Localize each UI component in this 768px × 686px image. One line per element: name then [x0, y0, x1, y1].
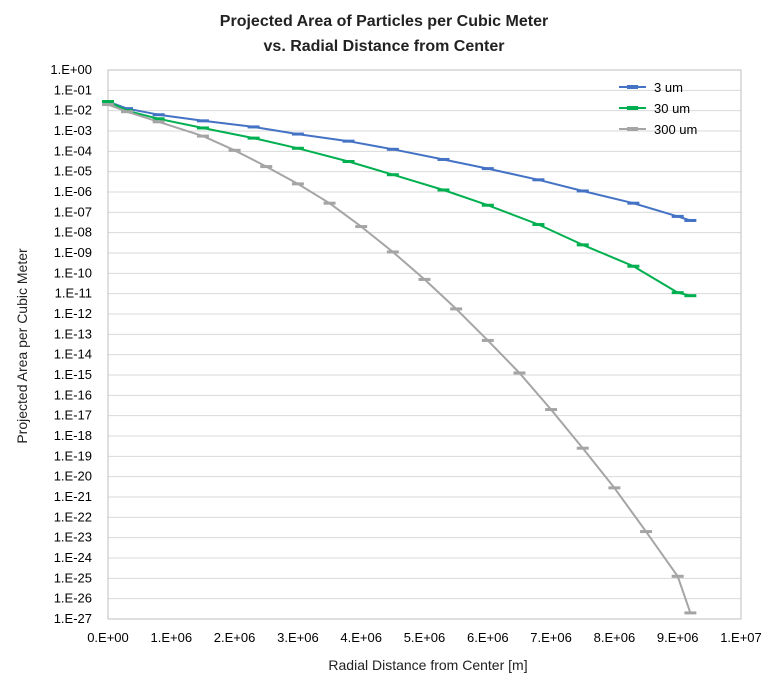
y-tick-label: 1.E-26 — [54, 591, 92, 606]
y-tick-label: 1.E-01 — [54, 82, 92, 97]
y-tick-label: 1.E-12 — [54, 306, 92, 321]
x-tick-label: 3.E+06 — [277, 630, 319, 645]
y-tick-label: 1.E-25 — [54, 570, 92, 585]
y-axis-tick-labels: 1.E+00 1.E-01 1.E-02 1.E-03 1.E-04 1.E-05 1.E-… — [50, 62, 92, 626]
y-tick-label: 1.E-09 — [54, 245, 92, 260]
y-tick-label: 1.E-16 — [54, 387, 92, 402]
y-tick-label: 1.E-24 — [54, 550, 92, 565]
y-tick-label: 1.E+00 — [50, 62, 92, 77]
x-tick-label: 5.E+06 — [404, 630, 446, 645]
y-tick-label: 1.E-07 — [54, 204, 92, 219]
x-tick-label: 2.E+06 — [214, 630, 256, 645]
chart-title-line-2: vs. Radial Distance from Center — [264, 38, 505, 55]
x-tick-label: 8.E+06 — [594, 630, 636, 645]
y-tick-label: 1.E-04 — [54, 143, 92, 158]
y-tick-label: 1.E-08 — [54, 225, 92, 240]
y-tick-label: 1.E-14 — [54, 347, 92, 362]
x-tick-label: 1.E+07 — [720, 630, 762, 645]
x-tick-label: 7.E+06 — [530, 630, 572, 645]
plot-area — [107, 69, 742, 620]
y-axis-title: Projected Area per Cubic Meter — [14, 248, 30, 444]
chart-title-line-1: Projected Area of Particles per Cubic Me… — [220, 13, 548, 30]
legend-label: 3 um — [654, 80, 683, 95]
y-tick-label: 1.E-13 — [54, 326, 92, 341]
x-axis-title: Radial Distance from Center [m] — [328, 657, 527, 673]
y-tick-label: 1.E-17 — [54, 408, 92, 423]
legend: 3 um 30 um 300 um — [619, 80, 697, 137]
series-0 — [102, 100, 697, 222]
x-tick-label: 9.E+06 — [657, 630, 699, 645]
y-tick-label: 1.E-15 — [54, 367, 92, 382]
y-tick-label: 1.E-02 — [54, 103, 92, 118]
y-tick-label: 1.E-19 — [54, 448, 92, 463]
y-tick-label: 1.E-03 — [54, 123, 92, 138]
series-layer — [102, 100, 697, 615]
y-tick-label: 1.E-06 — [54, 184, 92, 199]
x-axis-tick-labels: 0.E+00 1.E+06 2.E+06 3.E+06 4.E+06 5.E+06 6.E+… — [87, 630, 762, 645]
y-tick-label: 1.E-23 — [54, 530, 92, 545]
series-2 — [102, 103, 697, 615]
x-tick-label: 4.E+06 — [340, 630, 382, 645]
y-tick-label: 1.E-21 — [54, 489, 92, 504]
series-1 — [102, 100, 697, 298]
y-tick-label: 1.E-22 — [54, 509, 92, 524]
y-tick-label: 1.E-20 — [54, 469, 92, 484]
y-tick-label: 1.E-10 — [54, 265, 92, 280]
legend-label: 300 um — [654, 122, 697, 137]
x-tick-label: 6.E+06 — [467, 630, 509, 645]
x-tick-label: 1.E+06 — [151, 630, 193, 645]
legend-label: 30 um — [654, 101, 690, 116]
y-tick-label: 1.E-05 — [54, 164, 92, 179]
series-line — [107, 103, 692, 614]
y-tick-label: 1.E-18 — [54, 428, 92, 443]
x-tick-label: 0.E+00 — [87, 630, 129, 645]
y-tick-label: 1.E-27 — [54, 611, 92, 626]
y-tick-label: 1.E-11 — [55, 286, 92, 301]
